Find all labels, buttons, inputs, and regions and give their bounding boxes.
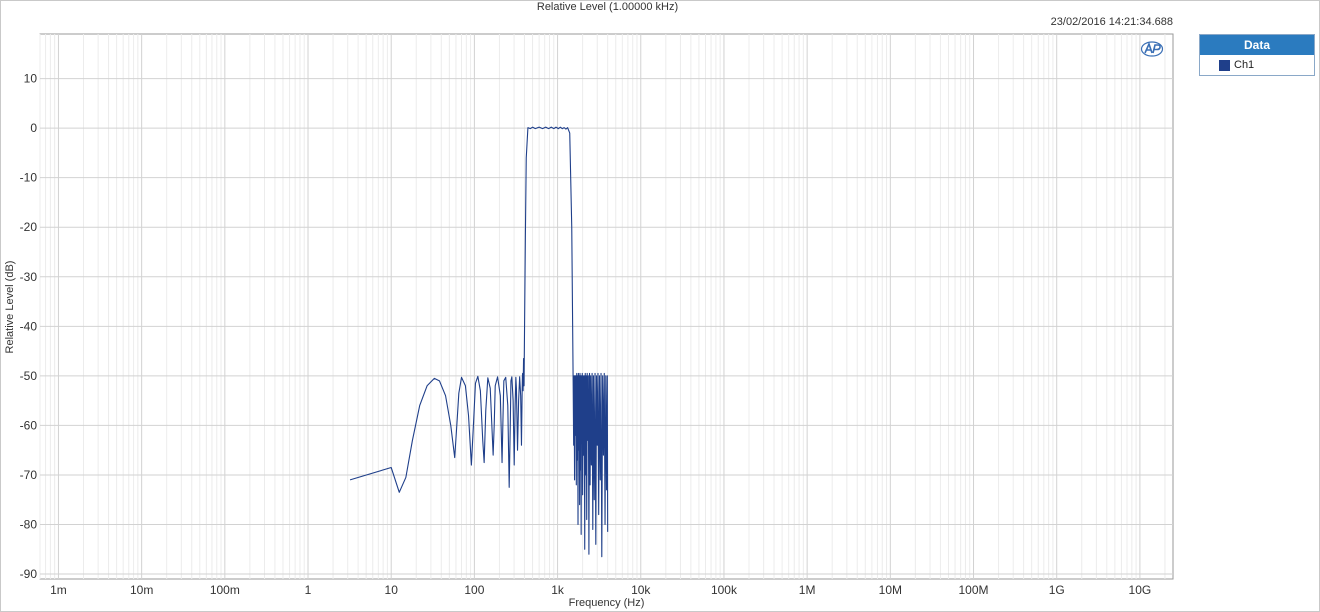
x-tick-label: 100M: [959, 583, 989, 597]
y-tick-label: -80: [20, 518, 38, 532]
legend: Data Ch1: [1199, 34, 1315, 76]
ap-logo-icon: [1140, 41, 1164, 57]
x-tick-label: 1M: [799, 583, 816, 597]
x-tick-labels: 1m 10m 100m 1 10 100 1k 10k 100k 1M 10M 100M 1G 10G: [50, 583, 1151, 597]
x-tick-label: 10k: [631, 583, 651, 597]
x-tick-label: 10m: [130, 583, 153, 597]
timestamp: 23/02/2016 14:21:34.688: [1050, 16, 1173, 28]
legend-item-label: Ch1: [1234, 59, 1255, 71]
x-tick-label: 1m: [50, 583, 67, 597]
y-axis-label: Relative Level (dB): [4, 260, 16, 354]
legend-swatch: [1219, 59, 1230, 71]
x-tick-label: 10: [385, 583, 399, 597]
y-tick-label: 10: [24, 72, 38, 86]
y-tick-labels: 10 0 -10 -20 -30 -40 -50 -60 -70 -80 -90: [20, 72, 38, 581]
x-tick-label: 1G: [1049, 583, 1065, 597]
y-tick-label: -90: [20, 567, 38, 581]
plot-background: [39, 33, 1174, 580]
y-tick-label: -20: [20, 220, 38, 234]
y-tick-label: -10: [20, 171, 38, 185]
y-tick-label: 0: [30, 121, 37, 135]
x-tick-label: 10G: [1129, 583, 1152, 597]
x-tick-label: 1: [305, 583, 312, 597]
x-tick-label: 100k: [711, 583, 738, 597]
y-tick-label: -70: [20, 468, 38, 482]
legend-item-ch1[interactable]: Ch1: [1200, 55, 1314, 75]
y-tick-label: -40: [20, 319, 38, 333]
x-tick-label: 1k: [551, 583, 565, 597]
series-layer: [349, 126, 609, 558]
y-tick-label: -60: [20, 418, 38, 432]
x-tick-label: 10M: [879, 583, 902, 597]
series-line-ch1: [349, 126, 609, 558]
x-tick-label: 100m: [210, 583, 240, 597]
legend-title: Data: [1200, 35, 1314, 55]
y-tick-label: -50: [20, 369, 38, 383]
x-axis-label: Frequency (Hz): [568, 597, 645, 609]
x-tick-label: 100: [464, 583, 484, 597]
y-tick-label: -30: [20, 270, 38, 284]
minor-grid: [39, 34, 1166, 579]
chart-title: Relative Level (1.00000 kHz): [536, 1, 679, 13]
